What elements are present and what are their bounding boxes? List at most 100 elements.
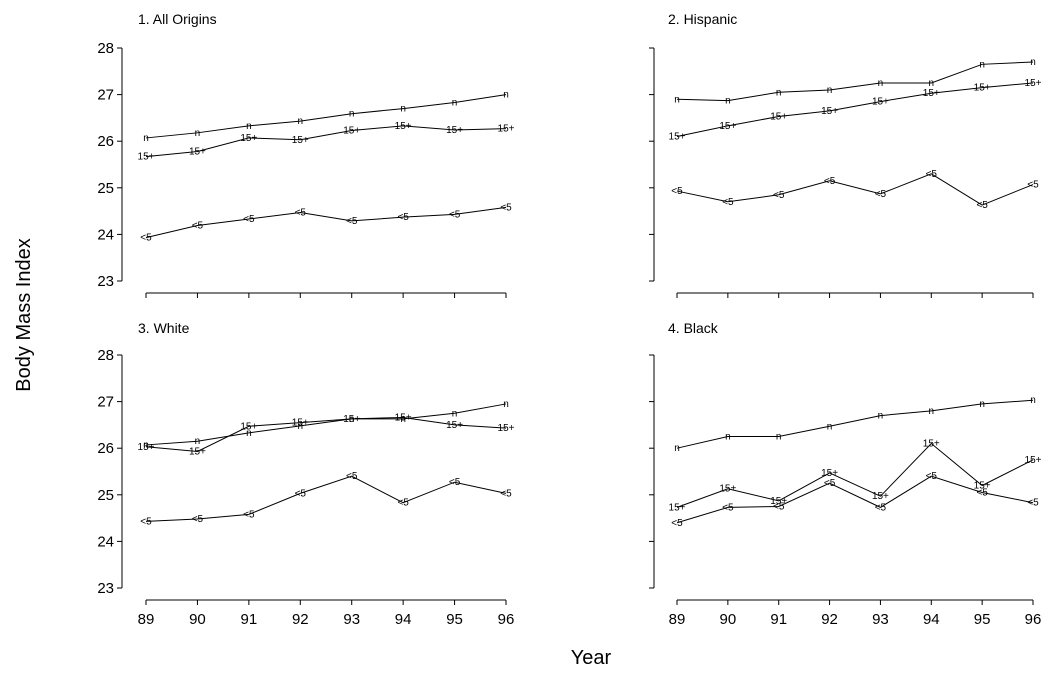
- data-point-label: n: [143, 133, 149, 144]
- y-tick-label: 25: [97, 180, 114, 197]
- x-tick-label: 93: [343, 611, 360, 628]
- data-point-label: <5: [976, 200, 988, 211]
- data-point-label: 15+: [498, 423, 515, 434]
- data-point-label: 15+: [292, 418, 309, 429]
- panel-title: 1. All Origins: [138, 11, 217, 27]
- data-point-label: 15+: [974, 480, 991, 491]
- x-tick-label: 89: [669, 611, 686, 628]
- data-point-label: <5: [671, 186, 683, 197]
- data-point-label: <5: [773, 501, 785, 512]
- data-point-label: n: [878, 78, 884, 89]
- data-point-label: 15+: [395, 412, 412, 423]
- data-point-label: <5: [295, 207, 307, 218]
- x-tick-label: 89: [138, 611, 155, 628]
- data-point-label: 15+: [343, 125, 360, 136]
- data-point-label: 15+: [872, 491, 889, 502]
- data-point-label: <5: [824, 176, 836, 187]
- y-tick-label: 24: [97, 226, 114, 243]
- series-line-n: [145, 403, 507, 446]
- series-line-5: [676, 173, 1034, 206]
- data-point-label: <5: [449, 477, 461, 488]
- data-point-label: <5: [192, 221, 204, 232]
- data-point-label: <5: [500, 202, 512, 213]
- data-point-label: 15+: [669, 132, 686, 143]
- data-point-label: n: [195, 436, 201, 447]
- data-point-label: 15+: [669, 502, 686, 513]
- y-tick-label: 25: [97, 487, 114, 504]
- data-point-label: <5: [449, 209, 461, 220]
- series-line-5: [676, 475, 1034, 524]
- series-line-15: [676, 82, 1034, 138]
- data-point-label: <5: [243, 509, 255, 520]
- x-axis-label: Year: [571, 647, 612, 669]
- data-point-label: n: [452, 98, 458, 109]
- data-point-label: n: [246, 428, 252, 439]
- data-point-label: n: [725, 96, 731, 107]
- data-point-label: n: [298, 421, 304, 432]
- data-point-label: 15+: [974, 83, 991, 94]
- data-point-label: 15+: [770, 496, 787, 507]
- data-point-label: <5: [397, 212, 409, 223]
- data-point-label: n: [979, 399, 985, 410]
- x-tick-label: 93: [872, 611, 889, 628]
- data-point-label: <5: [671, 518, 683, 529]
- y-tick-label: 23: [97, 580, 114, 597]
- y-tick-label: 26: [97, 440, 114, 457]
- data-point-label: 15+: [189, 446, 206, 457]
- data-point-label: n: [674, 443, 680, 454]
- data-point-label: <5: [346, 216, 358, 227]
- data-point-label: <5: [243, 214, 255, 225]
- panel-3: 3. White 23 24 25 26 27 28 89 90 91 92 93 94 95 96 n n n n…: [97, 320, 514, 628]
- data-point-label: n: [298, 116, 304, 127]
- data-point-label: n: [400, 104, 406, 115]
- data-point-label: <5: [824, 478, 836, 489]
- data-point-label: n: [452, 408, 458, 419]
- data-point-label: 15+: [719, 484, 736, 495]
- data-point-label: <5: [397, 498, 409, 509]
- data-point-label: 15+: [770, 112, 787, 123]
- data-point-label: n: [776, 87, 782, 98]
- data-point-label: <5: [1027, 498, 1039, 509]
- series-line-15: [676, 442, 1034, 508]
- x-tick-label: 95: [974, 611, 991, 628]
- data-point-label: 15+: [1025, 455, 1042, 466]
- data-point-label: <5: [926, 169, 938, 180]
- data-point-label: 15+: [138, 152, 155, 163]
- panel-title: 2. Hispanic: [668, 11, 737, 27]
- data-point-label: n: [195, 128, 201, 139]
- y-tick-label: 27: [97, 87, 114, 104]
- data-point-label: 15+: [821, 106, 838, 117]
- y-tick-label: 26: [97, 133, 114, 150]
- x-tick-label: 92: [821, 611, 838, 628]
- x-tick-label: 94: [923, 611, 940, 628]
- data-point-label: 15+: [292, 135, 309, 146]
- data-point-label: n: [929, 78, 935, 89]
- data-point-label: <5: [875, 189, 887, 200]
- y-tick-label: 24: [97, 533, 114, 550]
- y-tick-label: 28: [97, 347, 114, 364]
- data-point-label: <5: [140, 516, 152, 527]
- data-point-label: <5: [1027, 180, 1039, 191]
- data-point-label: n: [674, 94, 680, 105]
- panel-title: 4. Black: [668, 320, 719, 336]
- data-point-label: <5: [140, 233, 152, 244]
- x-tick-label: 90: [189, 611, 206, 628]
- data-point-label: n: [878, 411, 884, 422]
- data-point-label: n: [349, 109, 355, 120]
- data-point-label: 15+: [446, 420, 463, 431]
- data-point-label: 15+: [923, 439, 940, 450]
- data-point-label: <5: [773, 190, 785, 201]
- data-point-label: 15+: [240, 421, 257, 432]
- data-point-label: 15+: [719, 121, 736, 132]
- series-line-15: [145, 125, 507, 158]
- data-point-label: n: [776, 432, 782, 443]
- data-point-label: 15+: [343, 414, 360, 425]
- data-point-label: <5: [976, 487, 988, 498]
- data-point-label: n: [827, 85, 833, 96]
- series-line-15: [145, 416, 507, 452]
- panel-4: 4. Black 89 90 91 92 93 94 95 96 n n n n n n n n 15+ 15+ 15…: [649, 320, 1042, 628]
- x-tick-label: 96: [1025, 611, 1042, 628]
- data-point-label: n: [503, 90, 509, 101]
